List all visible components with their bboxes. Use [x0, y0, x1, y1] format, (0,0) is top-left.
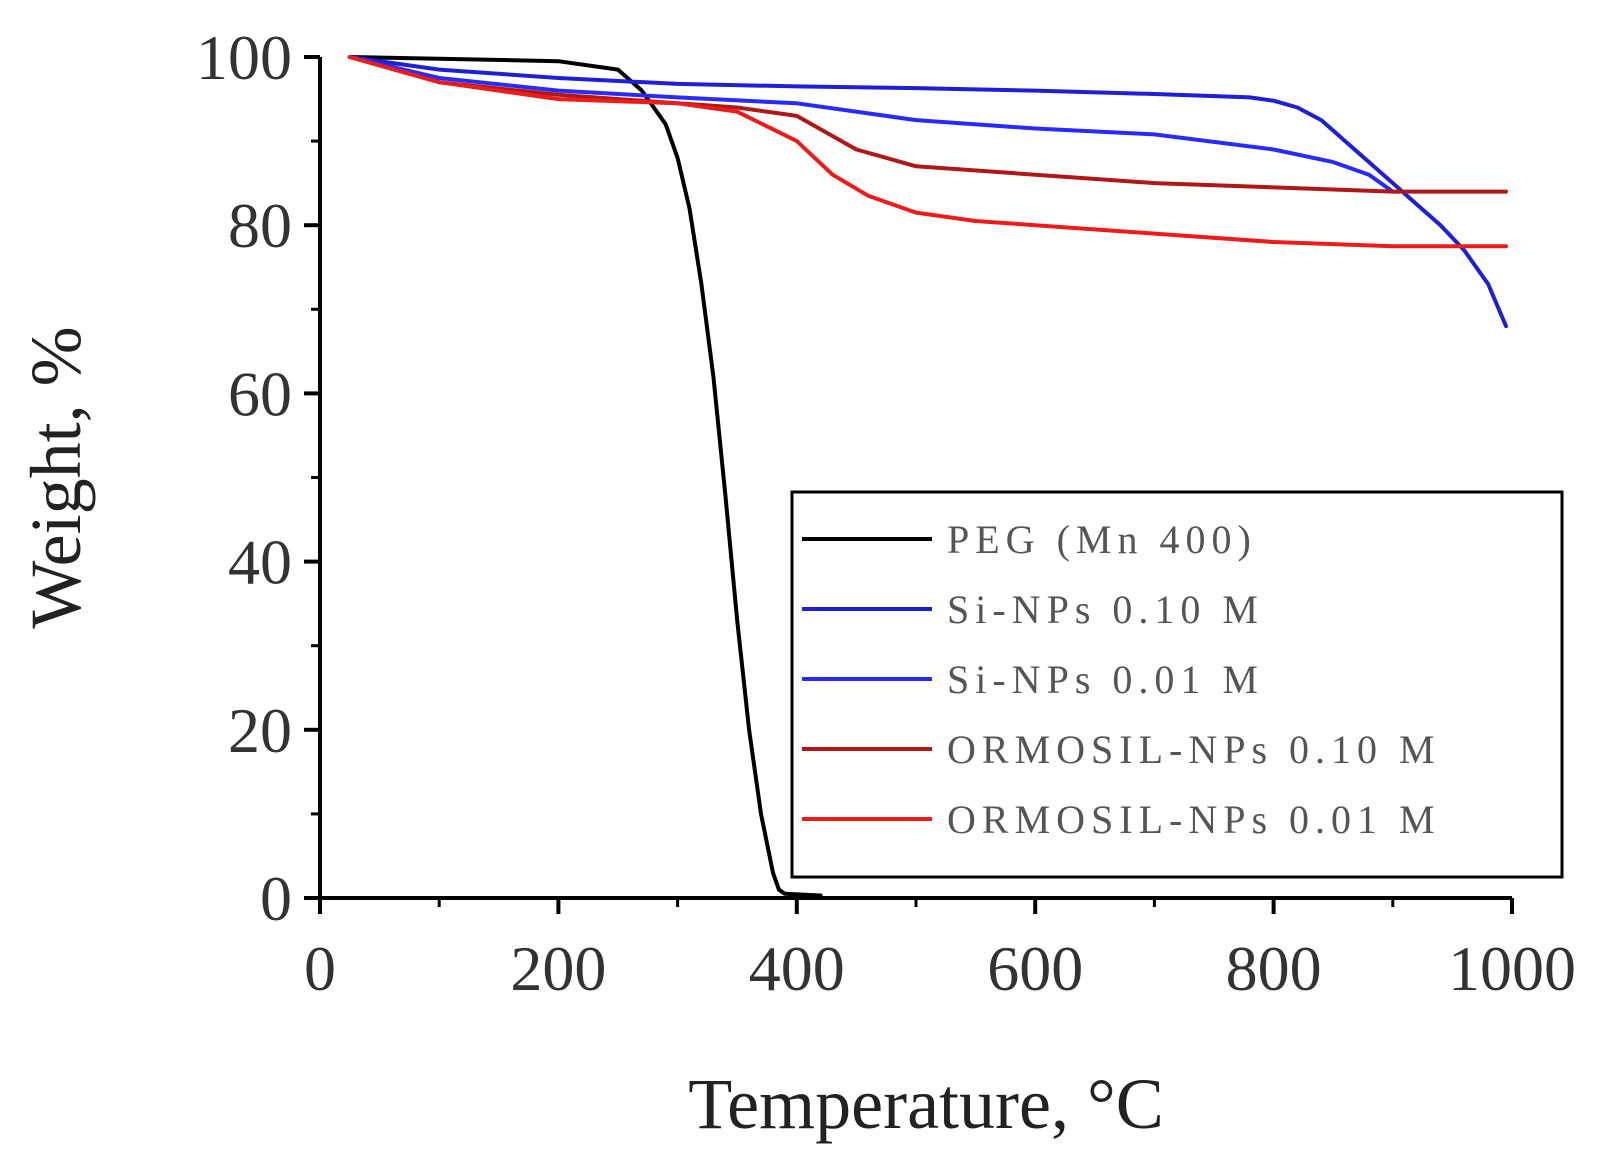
- legend: PEG (Mn 400) Si-NPs 0.10 M Si-NPs 0.01 M OR…: [790, 490, 1564, 879]
- legend-label-3: ORMOSIL-NPs 0.10 M: [947, 727, 1441, 772]
- x-axis-title: Temperature, °C: [688, 1064, 1164, 1144]
- x-tick-label: 1000: [1448, 933, 1576, 1004]
- y-tick-label: 20: [228, 695, 292, 766]
- series-line-4: [347, 55, 1508, 249]
- legend-box: [790, 490, 1564, 879]
- x-tick-label: 200: [510, 933, 606, 1004]
- ticks-layer: 0 200 400 600 800 1000 0 20 40 60 80 100: [196, 22, 1576, 1004]
- y-tick-label: 0: [260, 863, 292, 934]
- legend-label-2: Si-NPs 0.01 M: [947, 657, 1264, 702]
- series-line-0: [347, 55, 823, 898]
- x-tick-label: 800: [1226, 933, 1322, 1004]
- legend-label-0: PEG (Mn 400): [947, 517, 1257, 562]
- series-line-1: [347, 55, 1508, 329]
- y-tick-label: 60: [228, 358, 292, 429]
- x-tick-label: 400: [749, 933, 845, 1004]
- y-tick-label: 80: [228, 190, 292, 261]
- series-line-3: [347, 55, 1508, 194]
- x-tick-label: 0: [304, 933, 336, 1004]
- legend-label-1: Si-NPs 0.10 M: [947, 587, 1264, 632]
- y-tick-label: 40: [228, 527, 292, 598]
- legend-label-4: ORMOSIL-NPs 0.01 M: [947, 797, 1441, 842]
- x-tick-label: 600: [987, 933, 1083, 1004]
- y-axis-title: Weight, %: [16, 326, 96, 628]
- series-line-2: [347, 55, 1395, 194]
- series-layer: [347, 55, 1508, 898]
- y-tick-label: 100: [196, 22, 292, 93]
